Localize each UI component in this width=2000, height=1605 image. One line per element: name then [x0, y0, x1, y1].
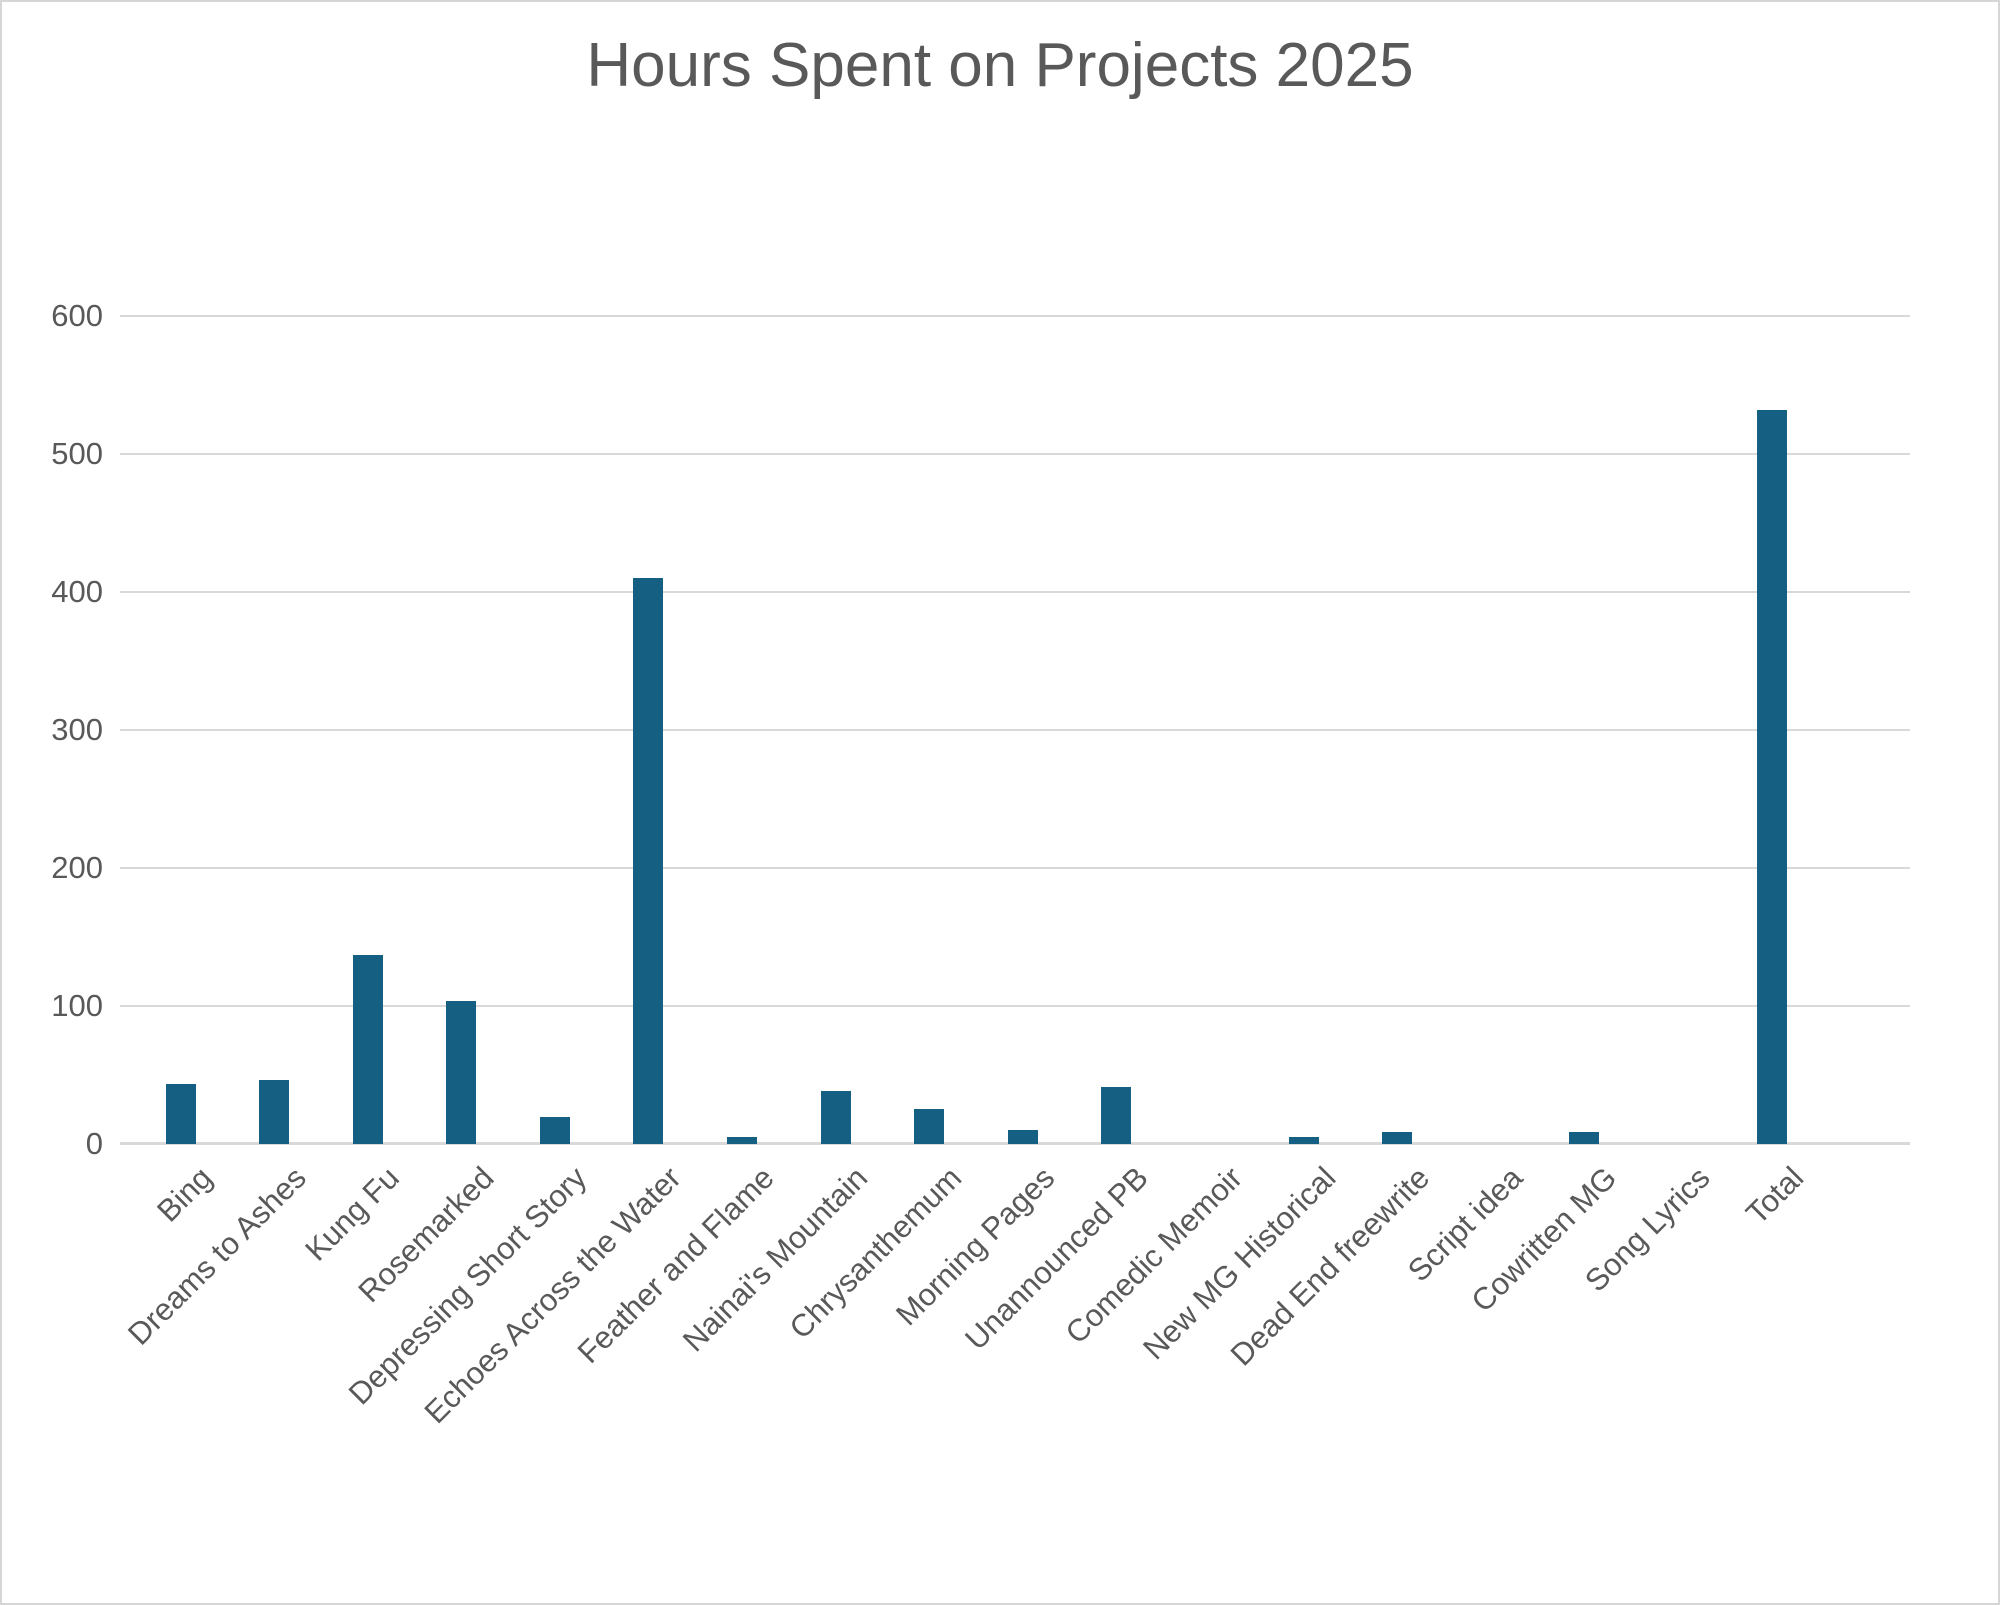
gridline: [120, 452, 1910, 455]
bar: [727, 1136, 758, 1145]
bar: [165, 1084, 196, 1145]
y-tick-label: 100: [51, 987, 103, 1023]
bar: [1007, 1129, 1038, 1145]
y-tick-label: 600: [51, 298, 103, 333]
bar: [820, 1091, 851, 1145]
x-category-label: Dreams to Ashes: [121, 1160, 313, 1352]
bar: [1756, 409, 1787, 1145]
gridline: [120, 866, 1910, 869]
y-tick-label: 500: [51, 435, 103, 471]
gridline: [120, 590, 1910, 593]
bar: [914, 1109, 945, 1145]
y-tick-label: 200: [51, 849, 103, 885]
bar: [1569, 1132, 1600, 1145]
x-category-label: Morning Pages: [889, 1160, 1062, 1333]
bar: [446, 1001, 477, 1145]
y-tick-label: 0: [85, 1125, 103, 1161]
bar: [352, 954, 383, 1145]
y-tick-label: 400: [51, 573, 103, 609]
gridline: [120, 1004, 1910, 1007]
gridline: [120, 728, 1910, 731]
x-category-label: Chrysanthemum: [782, 1160, 968, 1346]
bar: [633, 578, 664, 1145]
x-category-label: Bing: [150, 1160, 220, 1229]
bar: [1288, 1136, 1319, 1145]
bar: [1382, 1132, 1413, 1145]
x-category-label: Total: [1739, 1160, 1811, 1232]
bar: [259, 1080, 290, 1145]
bar: [539, 1117, 570, 1145]
bar: [1101, 1086, 1132, 1145]
chart-title: Hours Spent on Projects 2025: [586, 31, 1414, 100]
gridline: [120, 315, 1910, 317]
y-tick-label: 300: [51, 711, 103, 747]
